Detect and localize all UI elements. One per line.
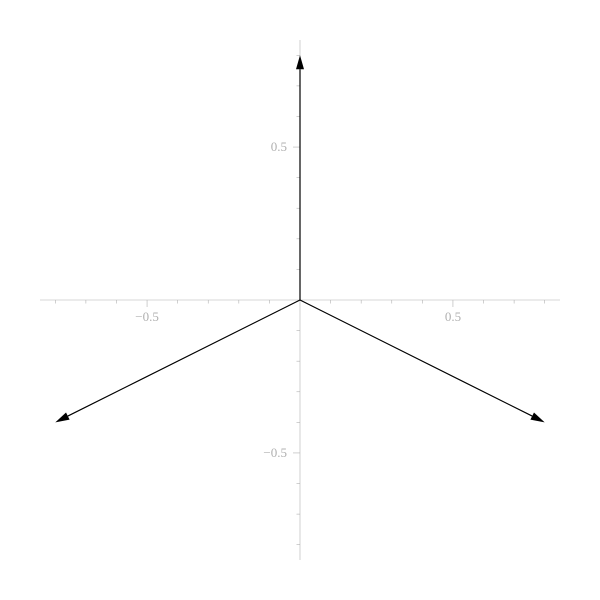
vector-3 [68,300,300,416]
vector-3-head [55,413,69,423]
vector-1-head [296,55,304,69]
x-tick-label: 0.5 [445,309,461,324]
vector-2 [300,300,532,416]
vector-2-head [530,413,544,423]
y-tick-label: 0.5 [271,139,287,154]
vector-plot: −0.5 0.5 −0.5 0.5 [0,0,600,600]
y-tick-label: −0.5 [263,445,287,460]
x-tick-label: −0.5 [135,309,159,324]
